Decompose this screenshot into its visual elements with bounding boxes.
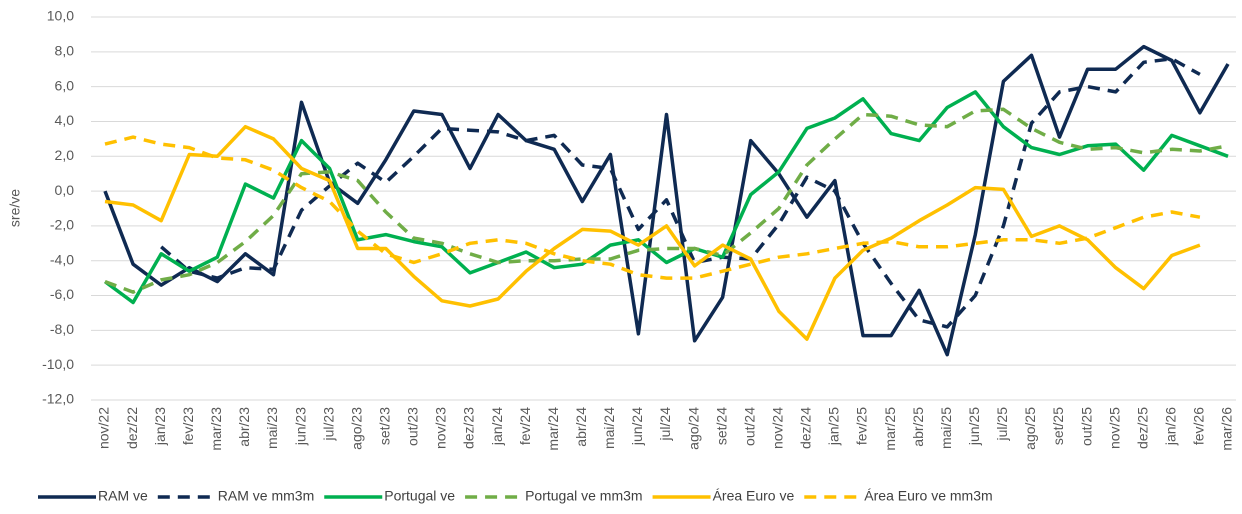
x-tick-label: fev/23 — [180, 407, 196, 445]
y-tick-label: -2,0 — [50, 217, 74, 233]
x-tick-label: jan/26 — [1163, 407, 1179, 446]
legend-label: Portugal ve mm3m — [525, 488, 642, 504]
x-tick-label: mar/24 — [545, 407, 561, 451]
x-tick-label: abr/23 — [236, 407, 252, 447]
legend: RAM ve RAM ve mm3m Portugal ve Portugal ve … — [38, 488, 993, 504]
x-tick-label: abr/25 — [910, 407, 926, 447]
series-line — [160, 57, 1201, 329]
y-tick-label: 6,0 — [55, 77, 75, 93]
x-tick-label: fev/26 — [1191, 407, 1207, 445]
x-tick-label: mai/25 — [938, 407, 954, 449]
y-tick-label: -8,0 — [50, 321, 74, 337]
x-tick-label: set/25 — [1050, 407, 1066, 445]
x-tick-label: fev/24 — [517, 407, 533, 445]
x-tick-label: jul/24 — [657, 407, 673, 442]
x-tick-label: dez/24 — [798, 407, 814, 449]
y-tick-label: -6,0 — [50, 286, 74, 302]
x-tick-label: nov/23 — [433, 407, 449, 449]
x-tick-label: jun/24 — [629, 407, 645, 446]
x-tick-label: out/25 — [1078, 407, 1094, 446]
x-tick-label: abr/24 — [573, 407, 589, 447]
y-tick-label: 10,0 — [47, 8, 74, 24]
series-line — [104, 135, 1201, 280]
y-tick-label: -4,0 — [50, 251, 74, 267]
legend-label: RAM ve — [98, 488, 148, 504]
x-tick-label: ago/25 — [1022, 407, 1038, 450]
y-axis-label: sre/ve — [7, 189, 23, 227]
x-tick-label: mar/26 — [1219, 407, 1235, 451]
series-line — [104, 124, 1201, 341]
x-tick-label: dez/22 — [124, 407, 140, 449]
x-tick-label: out/23 — [405, 407, 421, 446]
x-tick-label: dez/25 — [1134, 407, 1150, 449]
x-tick-label: mar/23 — [208, 407, 224, 451]
x-tick-label: ago/23 — [348, 407, 364, 450]
x-tick-label: jan/24 — [489, 407, 505, 446]
x-tick-label: nov/22 — [96, 407, 112, 449]
x-tick-label: nov/25 — [1106, 407, 1122, 449]
legend-label: Área Euro ve mm3m — [864, 488, 992, 504]
x-tick-label: jul/23 — [320, 407, 336, 442]
y-tick-label: 2,0 — [55, 147, 75, 163]
legend-label: Portugal ve — [384, 488, 455, 504]
x-tick-label: fev/25 — [854, 407, 870, 445]
x-tick-label: jun/25 — [966, 407, 982, 446]
x-tick-label: dez/23 — [461, 407, 477, 449]
x-tick-label: jan/25 — [826, 407, 842, 446]
legend-label: Área Euro ve — [713, 488, 795, 504]
y-tick-label: -10,0 — [42, 356, 74, 372]
x-tick-label: jun/23 — [292, 407, 308, 446]
series-line — [104, 107, 1229, 294]
y-tick-label: 8,0 — [55, 43, 75, 59]
x-tick-label: out/24 — [741, 407, 757, 446]
x-tick-label: jul/25 — [994, 407, 1010, 442]
x-tick-label: jan/23 — [152, 407, 168, 446]
x-tick-label: mar/25 — [882, 407, 898, 451]
x-tick-label: mai/24 — [601, 407, 617, 449]
y-tick-label: 4,0 — [55, 112, 75, 128]
y-tick-label: -12,0 — [42, 391, 74, 407]
legend-label: RAM ve mm3m — [218, 488, 314, 504]
x-tick-label: set/23 — [376, 407, 392, 445]
x-tick-label: mai/23 — [264, 407, 280, 449]
y-tick-label: 0,0 — [55, 182, 75, 198]
x-tick-label: set/24 — [713, 407, 729, 445]
x-tick-label: nov/24 — [769, 407, 785, 449]
x-tick-label: ago/24 — [685, 407, 701, 450]
